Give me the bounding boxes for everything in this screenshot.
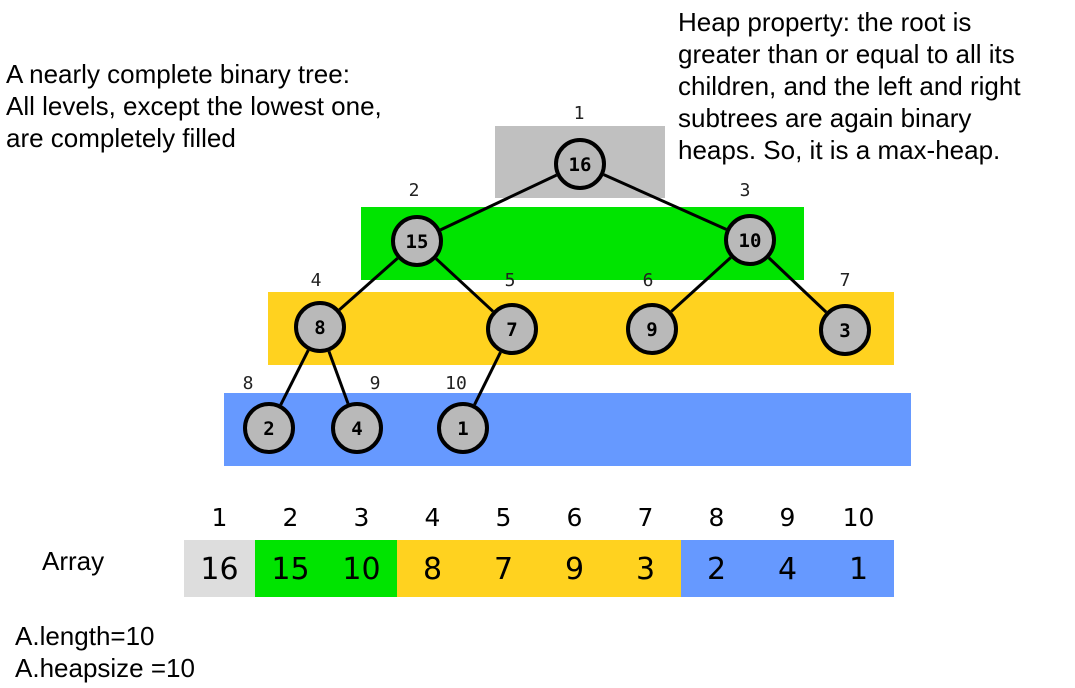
tree-node: 49 [331, 373, 383, 454]
array-index-label: 10 [842, 503, 875, 532]
note-line: A nearly complete binary tree: [6, 59, 350, 89]
note-line: All levels, except the lowest one, [6, 91, 382, 121]
node-index: 9 [370, 373, 381, 394]
node-circle [724, 214, 776, 266]
node-value: 1 [457, 418, 468, 440]
tree-edge [279, 349, 310, 406]
tree-node: 84 [294, 270, 346, 353]
tree-node: 15 2 [391, 180, 443, 267]
level-3-band [268, 292, 894, 365]
array-index-label: 6 [566, 503, 583, 532]
node-index: 7 [840, 270, 851, 291]
heap-property-note: Heap property: the root is greater than … [678, 6, 1021, 166]
array-length-text: A.length=10 [15, 621, 155, 651]
node-circle [331, 402, 383, 454]
node-value: 4 [351, 418, 362, 440]
node-index: 8 [243, 373, 254, 394]
tree-edge [767, 256, 828, 314]
node-circle [243, 402, 295, 454]
array-cell: 9 [539, 540, 610, 597]
array-label: Array [42, 546, 105, 576]
node-index: 1 [574, 103, 585, 124]
tree-edge [338, 257, 399, 311]
tree-edges [279, 173, 828, 406]
node-value: 2 [263, 418, 274, 440]
array-cell: 8 [397, 540, 468, 597]
tree-node: 96 [626, 270, 678, 355]
tree-edge [439, 173, 558, 232]
array-cell: 4 [752, 540, 823, 597]
array-index-label: 8 [708, 503, 725, 532]
array-cell: 3 [610, 540, 681, 597]
array-index-label: 7 [637, 503, 654, 532]
note-line: children, and the left and right [678, 71, 1021, 101]
node-value: 7 [506, 319, 517, 341]
note-line: Heap property: the root is [678, 7, 972, 37]
node-value: 8 [314, 317, 325, 339]
node-index: 3 [740, 180, 751, 201]
node-circle [554, 138, 606, 190]
array-index-label: 9 [779, 503, 796, 532]
node-circle [819, 304, 871, 356]
heap-size-text: A.heapsize =10 [15, 653, 195, 683]
node-circle [486, 303, 538, 355]
note-line: heaps. So, it is a max-heap. [678, 135, 1001, 165]
level-4-band [224, 393, 911, 466]
node-value: 10 [739, 230, 762, 252]
node-value: 15 [406, 231, 429, 253]
node-circle [294, 301, 346, 353]
node-value: 16 [569, 154, 592, 176]
array-index-label: 3 [353, 503, 370, 532]
tree-node: 10 3 [724, 180, 776, 266]
array-index-label: 1 [211, 503, 228, 532]
tree-definition-note: A nearly complete binary tree: All level… [6, 58, 382, 154]
array-index-label: 4 [424, 503, 441, 532]
tree-node: 16 1 [554, 103, 606, 190]
note-line: subtrees are again binary [678, 103, 972, 133]
tree-edge [473, 351, 502, 406]
node-index: 5 [505, 270, 516, 291]
tree-node: 28 [243, 373, 295, 454]
node-circle [437, 402, 489, 454]
array-index-label: 2 [282, 503, 299, 532]
tree-node: 37 [819, 270, 871, 356]
node-index: 6 [643, 270, 654, 291]
node-value: 3 [839, 320, 850, 342]
node-index: 4 [311, 270, 322, 291]
tree-node: 1 10 [437, 373, 489, 454]
node-index: 2 [409, 180, 420, 201]
node-value: 9 [646, 319, 657, 341]
note-line: are completely filled [6, 123, 236, 153]
tree-edge [603, 173, 727, 231]
tree-edge [670, 256, 732, 313]
array-cell: 15 [255, 540, 326, 597]
array-cell: 2 [681, 540, 752, 597]
array-cell: 16 [184, 540, 255, 597]
tree-edge [327, 350, 350, 405]
tree-edge [435, 257, 494, 313]
array-index-label: 5 [495, 503, 512, 532]
node-circle [391, 215, 443, 267]
array-cell: 1 [823, 540, 894, 597]
array-cell: 10 [326, 540, 397, 597]
tree-node: 75 [486, 270, 538, 355]
array-cell: 7 [468, 540, 539, 597]
node-circle [626, 303, 678, 355]
note-line: greater than or equal to all its [678, 39, 1015, 69]
node-index: 10 [445, 373, 467, 394]
